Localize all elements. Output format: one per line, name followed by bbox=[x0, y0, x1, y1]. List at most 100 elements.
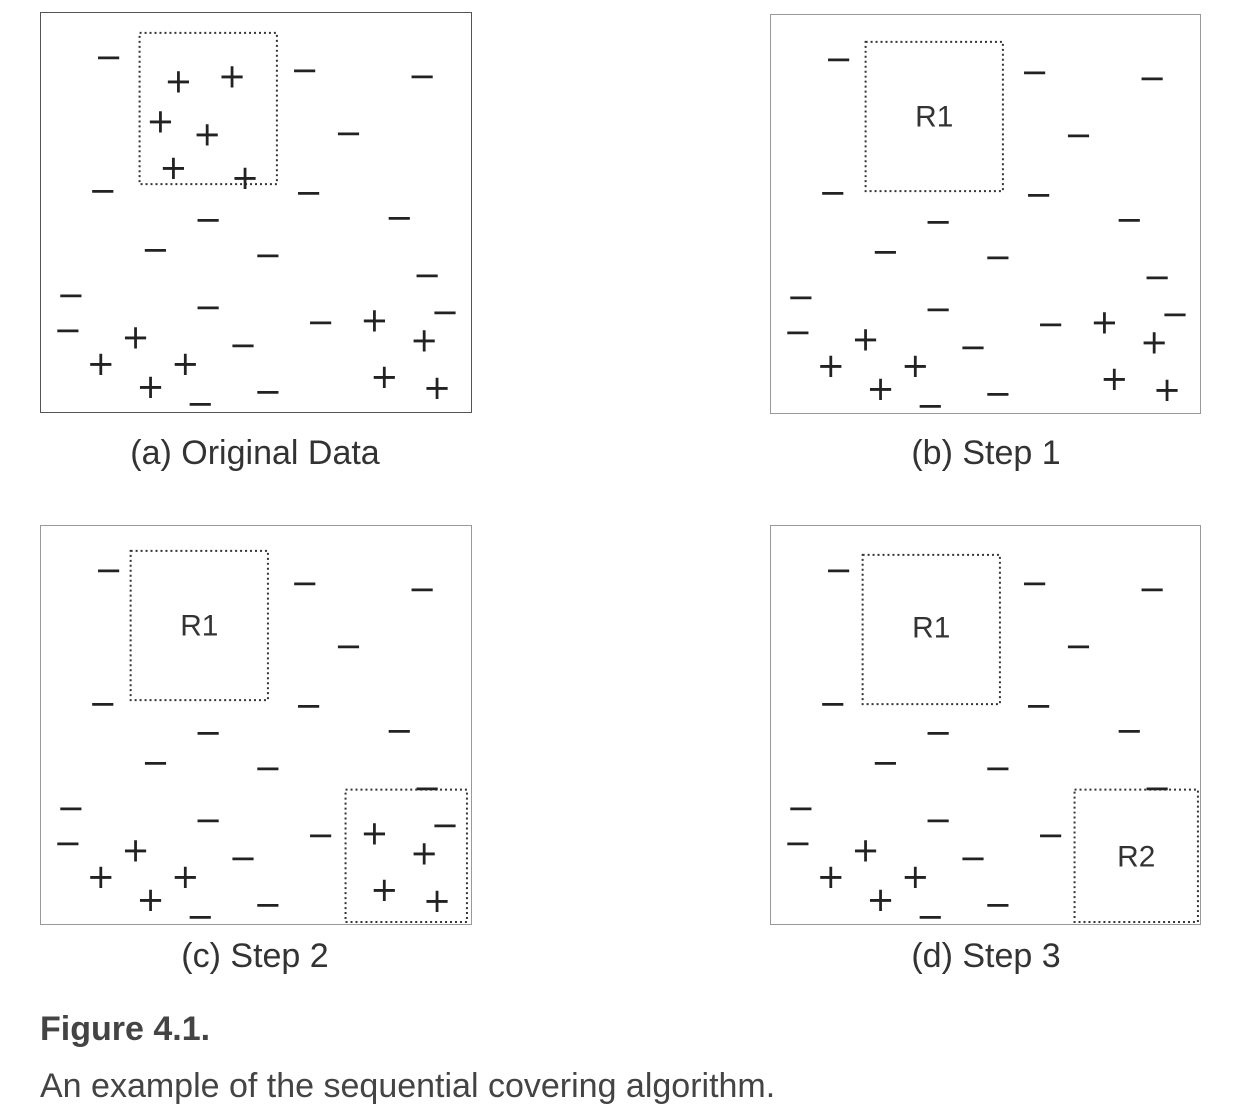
positive-example: + bbox=[410, 833, 438, 872]
negative-example: − bbox=[89, 684, 117, 723]
negative-example: − bbox=[787, 278, 815, 317]
positive-example: + bbox=[370, 870, 398, 909]
positive-example: + bbox=[231, 158, 259, 197]
positive-example: + bbox=[851, 319, 879, 358]
negative-example: − bbox=[334, 626, 362, 665]
panel-step-3: R1 R2− − − − − − − − − − − − − − − − − − + + + + bbox=[770, 525, 1201, 925]
negative-example: − bbox=[194, 200, 222, 239]
negative-example: − bbox=[141, 230, 169, 269]
negative-example: − bbox=[959, 838, 987, 877]
negative-example: − bbox=[254, 372, 282, 411]
negative-example: − bbox=[1064, 115, 1092, 154]
figure-caption: An example of the sequential covering al… bbox=[40, 1067, 776, 1105]
negative-example: − bbox=[229, 325, 257, 364]
negative-example: − bbox=[408, 57, 436, 96]
rule-r1-region bbox=[129, 549, 269, 702]
positive-example: + bbox=[423, 881, 451, 920]
positive-example: + bbox=[817, 346, 845, 385]
positive-example: + bbox=[1153, 370, 1181, 409]
negative-example: − bbox=[295, 686, 323, 725]
negative-example: − bbox=[984, 885, 1012, 924]
positive-example: + bbox=[87, 344, 115, 383]
panel-b-caption: (b) Step 1 bbox=[911, 434, 1061, 472]
negative-example: − bbox=[413, 769, 441, 808]
positive-example: + bbox=[218, 57, 246, 96]
negative-example: − bbox=[1064, 626, 1092, 665]
rule-r1-region bbox=[864, 40, 1004, 193]
negative-example: − bbox=[194, 287, 222, 326]
negative-example: − bbox=[254, 885, 282, 924]
negative-example: − bbox=[1036, 304, 1064, 343]
negative-example: − bbox=[57, 276, 85, 315]
positive-example: + bbox=[360, 813, 388, 852]
negative-example: − bbox=[95, 38, 123, 77]
negative-example: − bbox=[1036, 815, 1064, 854]
negative-example: − bbox=[916, 897, 944, 924]
positive-example: + bbox=[159, 148, 187, 187]
positive-example: + bbox=[866, 880, 894, 919]
panel-b-plot: R1− − −−− −− −− −−− −− −−−−−++ +++++ + bbox=[784, 40, 1189, 413]
negative-example: − bbox=[186, 384, 214, 412]
negative-example: − bbox=[254, 749, 282, 788]
negative-example: − bbox=[254, 236, 282, 275]
negative-example: − bbox=[431, 805, 459, 844]
negative-example: − bbox=[413, 256, 441, 295]
positive-example: + bbox=[136, 367, 164, 406]
negative-example: − bbox=[1138, 59, 1166, 98]
positive-example: + bbox=[901, 857, 929, 896]
negative-example: − bbox=[784, 823, 812, 862]
negative-example: − bbox=[54, 823, 82, 862]
negative-example: − bbox=[984, 238, 1012, 277]
rule-r1-label: R1 bbox=[912, 611, 950, 644]
positive-example: + bbox=[1090, 302, 1118, 341]
negative-example: − bbox=[819, 684, 847, 723]
negative-example: − bbox=[1021, 53, 1049, 92]
negative-example: − bbox=[1143, 769, 1171, 808]
negative-example: − bbox=[194, 713, 222, 752]
positive-example: + bbox=[87, 857, 115, 896]
negative-example: − bbox=[431, 292, 459, 331]
negative-example: − bbox=[408, 570, 436, 609]
figure-title: Figure 4.1. bbox=[40, 1010, 211, 1048]
negative-example: − bbox=[1025, 175, 1053, 214]
negative-example: − bbox=[54, 310, 82, 349]
positive-example: + bbox=[360, 300, 388, 339]
negative-example: − bbox=[1025, 686, 1053, 725]
negative-example: − bbox=[57, 789, 85, 828]
negative-example: − bbox=[141, 743, 169, 782]
panel-original-data: − − − − − − − − − − − − − − − − − − − + + + + + + + + + + + + + + bbox=[40, 12, 472, 413]
panel-a-caption: (a) Original Data bbox=[130, 434, 380, 472]
negative-example: − bbox=[291, 564, 319, 603]
negative-example: − bbox=[385, 198, 413, 237]
panel-step-2: R1− − − − − − − − − − − − − − − − − − − + + + + + + + + bbox=[40, 525, 472, 925]
positive-example: + bbox=[171, 857, 199, 896]
negative-example: − bbox=[306, 815, 334, 854]
negative-example: − bbox=[385, 711, 413, 750]
negative-example: − bbox=[194, 800, 222, 839]
positive-example: + bbox=[423, 368, 451, 407]
positive-example: + bbox=[1100, 359, 1128, 398]
negative-example: − bbox=[959, 327, 987, 366]
panel-a-plot: − − −−− −− −− −−− −− −−−−−+ ++ ++ +++ +++++ + bbox=[54, 31, 459, 412]
negative-example: − bbox=[924, 713, 952, 752]
negative-example: − bbox=[1115, 200, 1143, 239]
panel-step-1: R1− − − − − − − − − − − − − − − − − − − + + + + + + + + bbox=[770, 14, 1201, 414]
positive-example: + bbox=[901, 346, 929, 385]
negative-example: − bbox=[984, 374, 1012, 413]
positive-example: + bbox=[1140, 322, 1168, 361]
candidate-rule-region bbox=[344, 788, 468, 924]
panel-c-plot: R1− − −−− −− −− −−− −− −−−−−++ +++++ + bbox=[54, 549, 468, 924]
rule-r1-label: R1 bbox=[180, 609, 218, 642]
negative-example: − bbox=[1161, 294, 1189, 333]
negative-example: − bbox=[1143, 258, 1171, 297]
positive-example: + bbox=[851, 830, 879, 869]
negative-example: − bbox=[89, 171, 117, 210]
positive-example: + bbox=[164, 62, 192, 101]
negative-example: − bbox=[306, 302, 334, 341]
negative-example: − bbox=[1021, 564, 1049, 603]
positive-example: + bbox=[121, 830, 149, 869]
positive-example: + bbox=[146, 101, 174, 140]
negative-example: − bbox=[984, 749, 1012, 788]
negative-example: − bbox=[1115, 711, 1143, 750]
